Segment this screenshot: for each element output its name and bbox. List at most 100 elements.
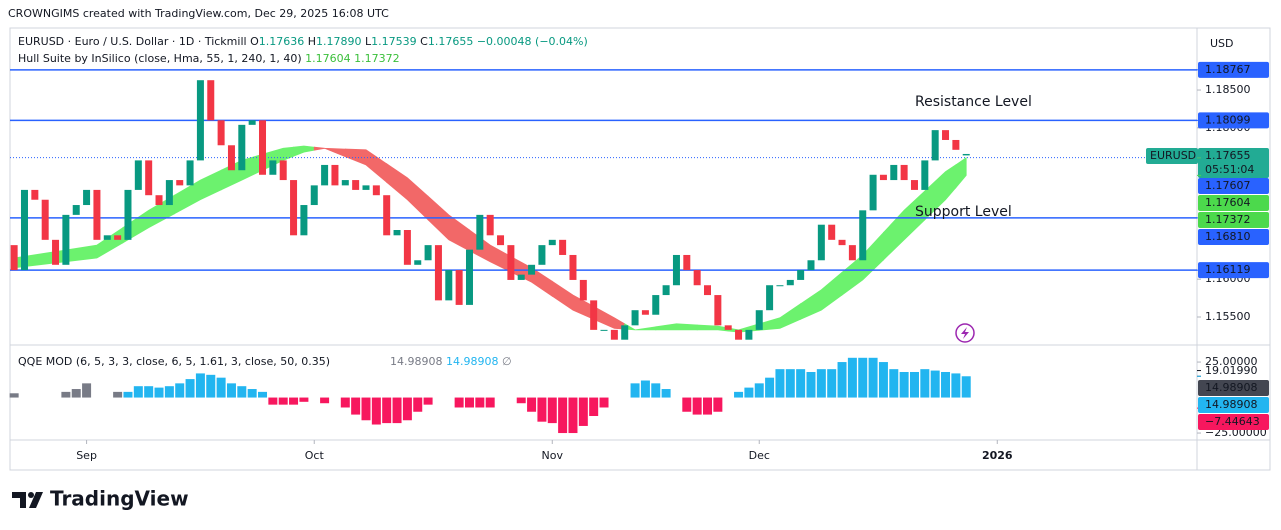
hull-legend: Hull Suite by InSilico (close, Hma, 55, … xyxy=(18,52,400,65)
qqe-bar xyxy=(154,387,164,398)
candle-body xyxy=(714,295,722,326)
candle-body xyxy=(766,285,774,311)
candle-body xyxy=(548,239,556,246)
hull-band xyxy=(955,157,967,189)
candle-body xyxy=(248,120,256,125)
candle-body xyxy=(569,254,577,280)
candle-body xyxy=(910,180,918,190)
candle-body xyxy=(238,124,246,171)
candle-body xyxy=(155,195,163,206)
candle-body xyxy=(145,160,153,196)
qqe-bar xyxy=(640,380,650,398)
qqe-bar xyxy=(82,383,92,398)
ohlc-value: 1.17636 xyxy=(259,35,305,48)
symbol-legend: EURUSD · Euro / U.S. Dollar · 1D · Tickm… xyxy=(18,35,588,48)
candle-body xyxy=(817,224,825,261)
candle-body xyxy=(704,285,712,296)
qqe-bar xyxy=(599,397,609,408)
annotation: Resistance Level xyxy=(915,94,1032,110)
price-label: 1.17372 xyxy=(1205,213,1251,226)
brand: TradingView xyxy=(50,487,189,511)
qqe-bar xyxy=(113,391,123,398)
qqe-legend: 14.98908 14.98908 ∅ xyxy=(390,355,512,368)
qqe-value: 14.98908 xyxy=(390,355,443,368)
qqe-bar xyxy=(382,397,392,424)
price-label: 1.16810 xyxy=(1205,230,1251,243)
x-tick-label: Oct xyxy=(305,449,325,462)
qqe-bar xyxy=(237,386,247,398)
qqe-bar xyxy=(185,379,195,398)
candle-body xyxy=(900,164,908,181)
candle-body xyxy=(217,120,225,146)
qqe-bar xyxy=(754,383,764,398)
qqe-bar xyxy=(858,357,868,398)
candle-body xyxy=(424,245,432,261)
candle-body xyxy=(20,189,28,271)
price-label: 1.18099 xyxy=(1205,113,1251,126)
qqe-bar xyxy=(475,397,485,408)
candle-body xyxy=(559,239,567,255)
candle-body xyxy=(776,285,784,287)
qqe-bar xyxy=(785,369,795,398)
candle-body xyxy=(393,230,401,236)
candle-body xyxy=(362,185,370,190)
qqe-bar xyxy=(547,397,557,424)
qqe-bar xyxy=(361,397,371,421)
candle-body xyxy=(724,325,732,330)
candle-body xyxy=(10,245,18,271)
change: −0.00048 (−0.04%) xyxy=(477,35,588,48)
qqe-bar xyxy=(216,377,226,398)
ohlc-key: C xyxy=(420,35,428,48)
qqe-bar xyxy=(454,397,464,408)
price-label-box xyxy=(1198,212,1269,228)
candle-body xyxy=(455,270,463,305)
candle-body xyxy=(103,235,111,240)
credit: CROWNGIMS created with TradingView.com, … xyxy=(8,7,389,20)
candle-body xyxy=(83,189,91,206)
price-label-box xyxy=(1198,414,1269,430)
candle-body xyxy=(621,325,629,340)
candle-body xyxy=(434,245,442,301)
qqe-bar xyxy=(827,369,837,398)
logo-part xyxy=(29,492,43,508)
hull-title: Hull Suite by InSilico (close, Hma, 55, … xyxy=(18,52,302,65)
y-tick-label: 1.18500 xyxy=(1205,83,1251,96)
candle-body xyxy=(196,80,204,161)
candle-body xyxy=(693,270,701,286)
candle-body xyxy=(848,245,856,261)
y-tick-label: 25.00000 xyxy=(1205,355,1258,368)
candle-body xyxy=(828,224,836,240)
alert-icon[interactable] xyxy=(955,323,975,343)
qqe-bar xyxy=(144,386,154,398)
candle-body xyxy=(797,270,805,280)
price-label: 1.16119 xyxy=(1205,263,1251,276)
qqe-bar xyxy=(516,397,526,404)
qqe-bar xyxy=(847,357,857,398)
price-label: 19.01990 xyxy=(1205,364,1258,377)
price-label: 1.17604 xyxy=(1205,196,1251,209)
qqe-bar xyxy=(9,393,19,398)
candle-body xyxy=(755,310,763,330)
candle-body xyxy=(372,185,380,196)
countdown: 05:51:04 xyxy=(1205,163,1254,176)
hull-value: 1.17604 xyxy=(305,52,351,65)
candle-body xyxy=(476,214,484,250)
candle-body xyxy=(579,279,587,301)
price-label: 1.18767 xyxy=(1205,63,1251,76)
candle-body xyxy=(165,180,173,206)
qqe-bar xyxy=(558,397,568,434)
candle-body xyxy=(517,274,525,280)
candle-body xyxy=(310,185,318,206)
qqe-bar xyxy=(682,397,692,412)
qqe-bar xyxy=(941,371,951,398)
candle-body xyxy=(227,145,235,171)
price-label-box xyxy=(1198,262,1269,279)
candle-body xyxy=(72,205,80,215)
qqe-bar xyxy=(899,371,909,398)
qqe-bar xyxy=(133,386,143,398)
candle-body xyxy=(641,310,649,315)
plot-area xyxy=(9,69,1197,434)
candle-body xyxy=(838,239,846,246)
qqe-bar xyxy=(320,397,330,404)
